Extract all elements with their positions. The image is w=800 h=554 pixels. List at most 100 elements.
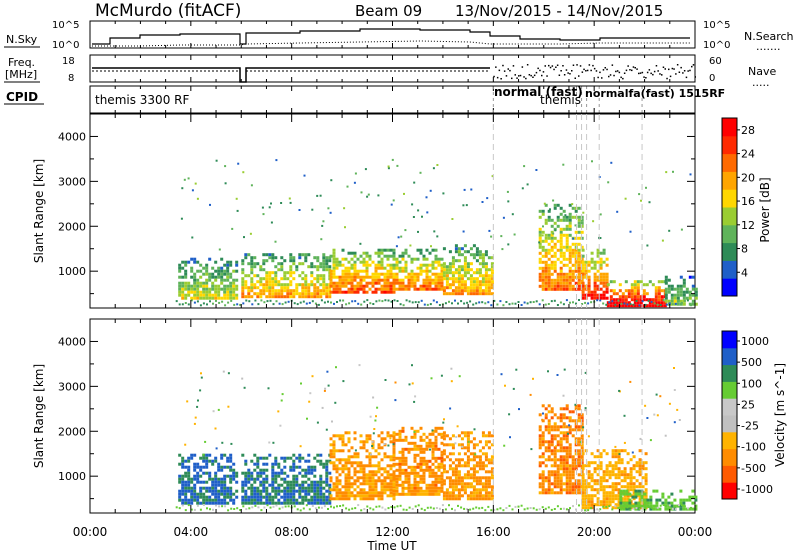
heatmap-ground-cell — [587, 509, 590, 512]
heatmap-cell-6 — [584, 260, 588, 264]
heatmap-cell-4 — [478, 274, 482, 278]
heatmap-cell-5 — [577, 251, 581, 255]
velocity-colorbar-tick-label: -500 — [741, 462, 766, 475]
heatmap-cell-4 — [481, 431, 485, 435]
heatmap-cell-0 — [208, 486, 212, 490]
heatmap-cell-2 — [383, 479, 387, 483]
heatmap-cell-0 — [181, 501, 185, 505]
heatmap-cell-0 — [205, 498, 209, 502]
heatmap-cell-4 — [472, 437, 476, 441]
heatmap-cell-5 — [565, 287, 569, 291]
heatmap-cell-7 — [622, 489, 626, 493]
heatmap-cell-5 — [574, 230, 578, 234]
heatmap-cell-6 — [599, 464, 603, 468]
heatmap-cell-5 — [577, 416, 581, 420]
heatmap-cell-1 — [277, 501, 281, 505]
heatmap-scatter-cell — [425, 196, 428, 199]
heatmap-cell-8 — [664, 296, 668, 300]
heatmap-cell-0 — [214, 287, 218, 291]
heatmap-cell-2 — [353, 470, 357, 474]
heatmap-cell-4 — [487, 434, 491, 438]
heatmap-cell-1 — [286, 495, 290, 499]
heatmap-cell-1 — [250, 486, 254, 490]
plot-title: McMurdo (fitACF) — [95, 1, 241, 21]
heatmap-cell-0 — [190, 456, 194, 460]
heatmap-cell-2 — [350, 275, 354, 279]
heatmap-cell-6 — [599, 287, 603, 291]
heatmap-cell-4 — [490, 256, 494, 260]
heatmap-cell-1 — [244, 501, 248, 505]
nave-fast-point — [512, 65, 515, 67]
heatmap-cell-6 — [596, 455, 600, 459]
heatmap-cell-1 — [271, 486, 275, 490]
heatmap-cell-5 — [547, 233, 551, 237]
velocity-colorbar-tick-label: 500 — [741, 356, 762, 369]
heatmap-cell-2 — [365, 455, 369, 459]
heatmap-cell-2 — [380, 266, 384, 270]
heatmap-cell-7 — [655, 489, 659, 493]
heatmap-ground-cell — [384, 299, 387, 302]
heatmap-cell-3 — [434, 435, 438, 439]
heatmap-cell-0 — [202, 486, 206, 490]
heatmap-ground-cell — [532, 301, 535, 303]
heatmap-cell-3 — [434, 248, 438, 252]
heatmap-cell-2 — [344, 473, 348, 477]
heatmap-cell-8 — [679, 293, 683, 297]
heatmap-ground-cell — [602, 302, 605, 305]
heatmap-ground-cell — [239, 303, 242, 306]
heatmap-cell-3 — [440, 480, 444, 484]
heatmap-cell-5 — [580, 224, 584, 228]
heatmap-cell-4 — [469, 292, 473, 296]
heatmap-scatter-cell — [455, 435, 458, 438]
cpid-label: CPID — [6, 90, 38, 104]
heatmap-ground-cell — [402, 304, 405, 307]
heatmap-cell-5 — [580, 470, 584, 474]
heatmap-cell-3 — [428, 284, 432, 288]
heatmap-scatter-cell — [443, 418, 445, 421]
heatmap-ground-cell — [686, 507, 689, 510]
heatmap-cell-6 — [593, 290, 597, 294]
heatmap-cell-2 — [362, 290, 366, 294]
heatmap-cell-1 — [313, 256, 317, 260]
heatmap-cell-0 — [214, 269, 218, 273]
heatmap-cell-4 — [475, 292, 479, 296]
heatmap-cell-4 — [487, 470, 491, 474]
heatmap-cell-2 — [353, 494, 357, 498]
heatmap-cell-1 — [256, 477, 260, 481]
heatmap-cell-4 — [484, 458, 488, 462]
heatmap-cell-5 — [541, 239, 545, 243]
heatmap-cell-1 — [250, 271, 254, 275]
heatmap-cell-6 — [638, 467, 642, 471]
heatmap-cell-7 — [667, 507, 671, 511]
heatmap-cell-6 — [629, 494, 633, 498]
heatmap-cell-3 — [416, 248, 420, 252]
heatmap-cell-4 — [463, 488, 467, 492]
heatmap-cell-0 — [229, 459, 233, 463]
heatmap-cell-6 — [626, 476, 630, 480]
heatmap-cell-8 — [664, 299, 668, 303]
heatmap-scatter-cell — [541, 234, 544, 237]
heatmap-cell-7 — [657, 304, 661, 308]
heatmap-cell-4 — [478, 455, 482, 459]
heatmap-cell-6 — [584, 500, 588, 504]
heatmap-cell-3 — [437, 468, 441, 472]
heatmap-cell-8 — [664, 275, 668, 279]
heatmap-cell-4 — [478, 449, 482, 453]
heatmap-cell-4 — [469, 268, 473, 272]
heatmap-ground-cell — [499, 507, 502, 510]
heatmap-ground-cell — [405, 508, 408, 511]
heatmap-cell-3 — [410, 284, 414, 288]
heatmap-cell-2 — [383, 488, 387, 492]
heatmap-cell-5 — [556, 434, 560, 438]
heatmap-cell-3 — [410, 278, 414, 282]
heatmap-cell-8 — [691, 284, 695, 288]
heatmap-cell-3 — [392, 263, 396, 267]
heatmap-cell-3 — [401, 254, 405, 258]
heatmap-ground-cell — [448, 300, 450, 303]
heatmap-cell-1 — [289, 256, 293, 260]
heatmap-ground-cell — [641, 300, 644, 303]
heatmap-cell-5 — [559, 287, 563, 291]
heatmap-cell-3 — [410, 281, 414, 285]
heatmap-cell-3 — [401, 462, 405, 466]
heatmap-cell-0 — [223, 296, 227, 300]
